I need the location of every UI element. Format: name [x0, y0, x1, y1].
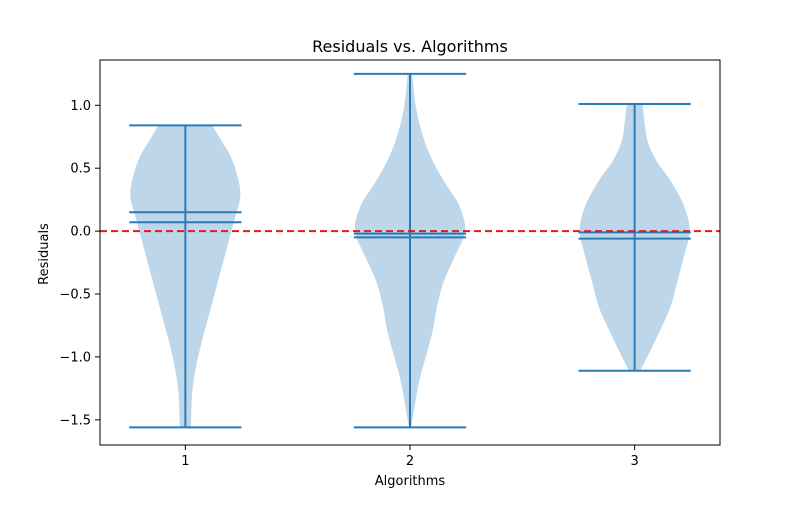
- y-axis-label: Residuals: [37, 223, 52, 285]
- x-tick-label: 1: [181, 454, 189, 469]
- stat-lines-layer: [129, 72, 691, 429]
- y-tick-label: −1.5: [59, 413, 91, 428]
- chart-title: Residuals vs. Algorithms: [312, 37, 508, 56]
- y-tick-label: 1.0: [70, 99, 91, 114]
- y-tick-label: −0.5: [59, 288, 91, 303]
- x-tick-label: 2: [406, 454, 414, 469]
- x-axis-label: Algorithms: [375, 474, 446, 489]
- y-tick-label: 0.0: [70, 225, 91, 240]
- axes-layer: −1.5 −1.0 −0.5 0.0 0.5 1.0 1 2 3: [59, 59, 721, 469]
- y-tick-label: 0.5: [70, 162, 91, 177]
- y-tick-label: −1.0: [59, 350, 91, 365]
- x-tick-label: 3: [630, 454, 638, 469]
